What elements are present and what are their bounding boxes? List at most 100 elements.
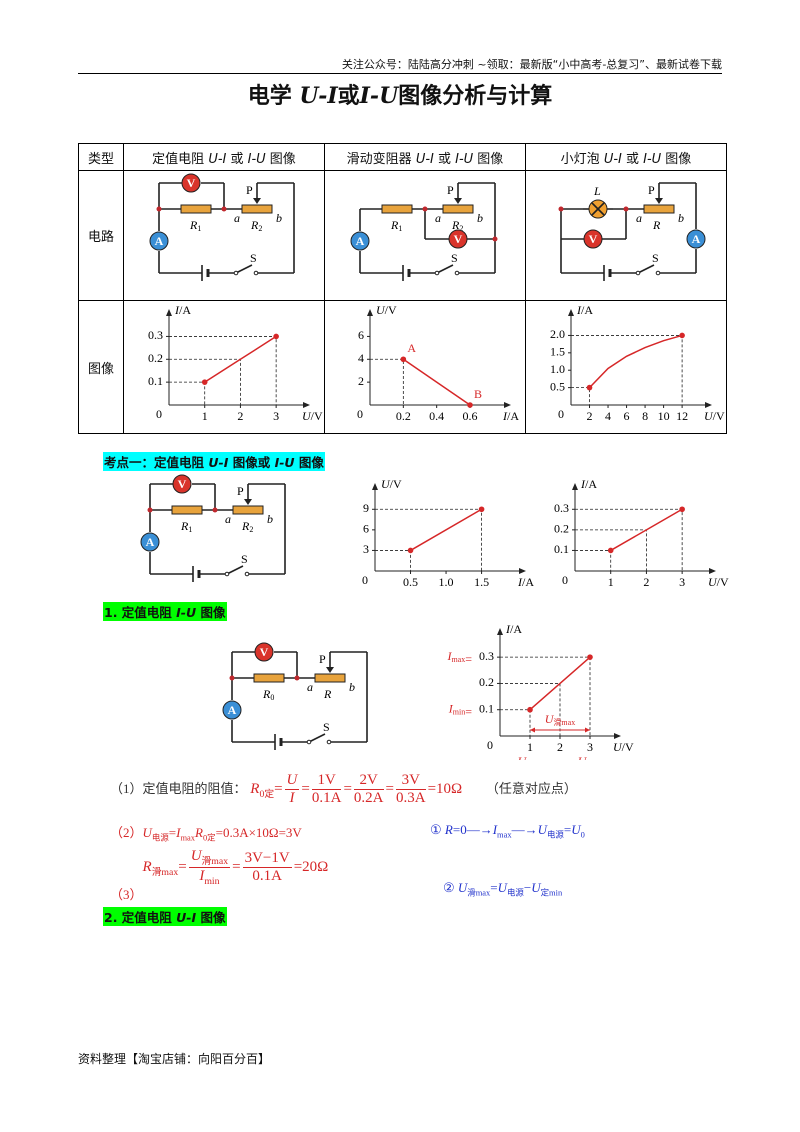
- note: ② U滑max=U电源−U定min: [443, 880, 562, 899]
- meter-label: V: [187, 176, 196, 190]
- text: =: [301, 780, 310, 797]
- axis-arrow: [705, 402, 712, 408]
- italic-text: I: [289, 790, 295, 806]
- subsection-heading: 2. 定值电阻 U-I 图像: [103, 907, 227, 926]
- text: =: [465, 704, 472, 718]
- x-tick-label: 6: [624, 409, 630, 423]
- italic-text: I-U: [455, 151, 474, 167]
- switch-contact: [326, 739, 332, 745]
- subscript: 电源: [586, 759, 602, 760]
- axis-arrow: [519, 568, 526, 574]
- switch-contact: [224, 571, 230, 577]
- italic-text: U: [302, 409, 312, 423]
- text: /A: [581, 303, 593, 317]
- x-tick-label: 0.2: [396, 409, 411, 423]
- subscript: 0定: [259, 788, 275, 800]
- switch-contact: [454, 270, 460, 276]
- denominator: 0.1A: [243, 868, 292, 885]
- italic-text: R: [241, 519, 250, 533]
- title: 电学 U-I或I-U图像分析与计算: [0, 78, 800, 110]
- header-notice: 关注公众号：陆陆高分冲刺 ~领取：最新版“小中高考-总复习”、最新试卷下载: [341, 58, 722, 71]
- italic-text: U: [531, 880, 541, 895]
- slider-arrow: [244, 499, 252, 505]
- text: 0.2A: [353, 790, 384, 806]
- text: 0.3A: [395, 790, 426, 806]
- data-point: [679, 332, 685, 339]
- text: /V: [622, 740, 634, 754]
- switch-contact: [244, 571, 250, 577]
- formula-label: （2）: [110, 825, 143, 840]
- axis-arrow: [166, 309, 172, 316]
- text: ②: [443, 880, 458, 895]
- table: 类型 定值电阻 U-I 或 I-U 图像 滑动变阻器 U-I 或 I-U 图像 小灯泡…: [78, 143, 727, 434]
- data-point: [587, 654, 593, 660]
- span-arrow-head: [530, 727, 535, 733]
- switch-label: S: [451, 251, 458, 265]
- italic-text: U: [497, 880, 507, 895]
- italic-text: I: [446, 649, 452, 663]
- data-line: [402, 358, 471, 406]
- rheostat-label: R: [652, 218, 661, 232]
- data-line: [410, 508, 482, 552]
- resistor-label: R1: [180, 519, 192, 534]
- text: 或: [226, 151, 248, 167]
- x-tick-label: 10: [658, 409, 670, 423]
- text: /V: [311, 409, 323, 423]
- rheostat-label: R2: [241, 519, 253, 534]
- axis-arrow: [572, 483, 578, 490]
- slider-arrow: [326, 667, 334, 673]
- header-cell: 滑动变阻器 U-I 或 I-U 图像: [324, 143, 526, 171]
- note: ① R=0—→Imax—→U电源=U0: [430, 822, 585, 841]
- x-tick-label: 8: [642, 409, 648, 423]
- wire: [637, 264, 655, 274]
- x-tick-label: 3: [679, 575, 685, 589]
- text: /A: [507, 409, 519, 423]
- text: 3V−1V: [244, 850, 290, 866]
- text: 电学: [247, 83, 300, 109]
- x-axis-label: I/A: [502, 409, 519, 423]
- wire: [436, 264, 454, 274]
- y-tick-label: 0.1: [479, 701, 494, 715]
- lamp-label: L: [593, 184, 601, 198]
- italic-text: U: [457, 880, 468, 895]
- italic-text: R: [180, 519, 189, 533]
- data-point: [607, 547, 614, 554]
- meter-label: A: [692, 232, 701, 246]
- italic-text: I: [580, 477, 586, 491]
- formula-label: （3）: [110, 886, 143, 902]
- span-arrow-head: [585, 727, 590, 733]
- subscript: 0: [270, 693, 274, 702]
- data-point: [467, 402, 473, 408]
- header-cell: 小灯泡 U-I 或 I-U 图像: [525, 143, 727, 171]
- subscript: 2: [249, 525, 253, 534]
- text: =: [490, 880, 498, 895]
- meter: [583, 229, 603, 249]
- subscript: 电源: [151, 832, 169, 843]
- subscript: 定min: [540, 887, 563, 898]
- switch-label: S: [323, 720, 330, 734]
- italic-text: U-I: [208, 455, 229, 470]
- rheostat: [232, 505, 264, 515]
- meter: [254, 642, 274, 662]
- y-axis-label: I/A: [505, 622, 522, 636]
- italic-text: I: [502, 409, 508, 423]
- meter: [686, 229, 706, 249]
- y-axis-label: U/V: [376, 303, 397, 317]
- italic-text: U-I: [208, 151, 227, 167]
- y-axis-label: U/V: [381, 477, 402, 491]
- text: 图像: [265, 151, 296, 167]
- resistor: [180, 204, 212, 214]
- text: 或: [433, 151, 456, 167]
- y-tick-label: 0.2: [148, 351, 163, 365]
- italic-text: R: [444, 822, 453, 837]
- subscript: 0定: [202, 832, 216, 843]
- x-tick-label: 1.5: [474, 575, 489, 589]
- italic-text: U: [537, 822, 547, 837]
- slider-label: P: [648, 183, 655, 197]
- text: =20Ω: [293, 858, 329, 875]
- subscript: 1: [398, 224, 402, 233]
- axis-arrow: [497, 628, 503, 635]
